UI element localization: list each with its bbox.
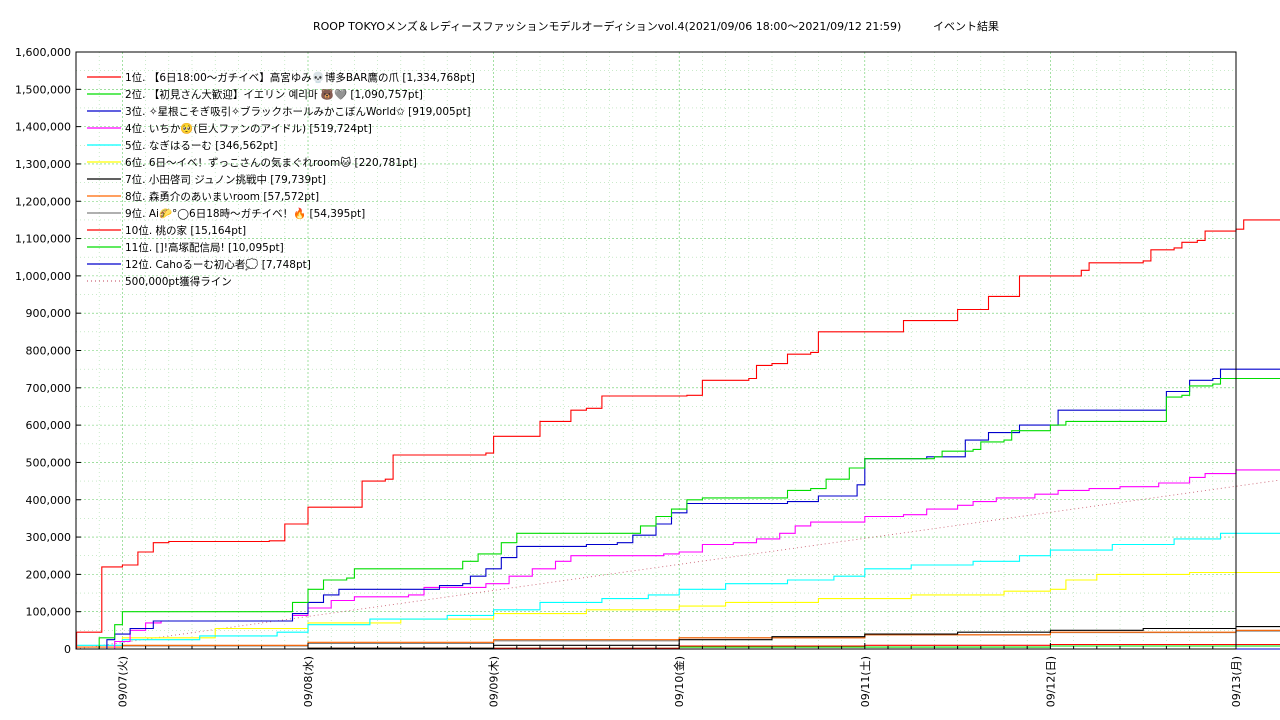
legend-label: 7位. 小田啓司 ジュノン挑戦中 [79,739pt] [125,173,326,186]
x-tick-label: 09/07(火) [116,656,129,707]
x-tick-label: 09/11(土) [859,656,872,707]
legend-label: 3位. ✧星根こそぎ吸引✧ブラックホールみかこぼんWorld✩ [919,005… [125,105,471,118]
x-tick-label: 09/09(木) [488,656,501,707]
legend-label: 2位. 【初見さん大歓迎】イエリン 예리마 🐻🩶 [1,090,757pt] [125,88,423,101]
y-tick-label: 300,000 [26,531,72,544]
y-tick-label: 600,000 [26,419,72,432]
legend-label: 10位. 桃の家 [15,164pt] [125,224,246,237]
x-tick-label: 09/10(金) [672,656,686,707]
y-tick-label: 1,000,000 [15,270,71,283]
y-tick-label: 200,000 [26,568,72,581]
legend-label: 4位. いちか🥺(巨人ファンのアイドル) [519,724pt] [125,122,372,135]
legend-label: 1位. 【6日18:00〜ガチイベ】高宮ゆみ💀博多BAR鷹の爪 [1,334,7… [125,71,475,84]
y-tick-label: 900,000 [26,307,72,320]
y-tick-label: 1,500,000 [15,83,71,96]
legend-label: 12位. Cahoるーむ初心者💭 [7,748pt] [125,258,311,271]
y-tick-label: 1,600,000 [15,46,71,59]
legend-label: 8位. 森勇介のあいまいroom [57,572pt] [125,190,319,203]
y-tick-label: 1,300,000 [15,158,71,171]
axes: 0 100,000 200,000 300,000 400,000 500,000 600,… [15,46,1243,707]
legend-label: 500,000pt獲得ライン [125,275,232,288]
legend-label: 11位. []!高塚配信局! [10,095pt] [125,241,284,254]
series-line [76,219,1280,650]
x-tick-label: 09/08(水) [302,656,315,707]
legend-label: 5位. なぎはるーむ [346,562pt] [125,139,278,152]
y-tick-label: 700,000 [26,382,72,395]
y-tick-label: 500,000 [26,456,72,469]
y-tick-label: 1,200,000 [15,195,71,208]
legend-label: 6位. 6日〜イベ！ずっこさんの気まぐれroom🐱 [220,781pt] [125,156,417,169]
y-tick-label: 1,400,000 [15,121,71,134]
y-tick-label: 100,000 [26,606,72,619]
legend-label: 9位. Ai🌮°◯6日18時〜ガチイベ！🔥 [54,395pt] [125,207,365,220]
series-line [76,469,1280,650]
series-line [76,532,1280,646]
chart-title: ROOP TOKYOメンズ＆レディースファッションモデルオーディションvol.4… [313,19,901,33]
x-tick-label: 09/12(日) [1044,656,1057,707]
legend: 1位. 【6日18:00〜ガチイベ】高宮ゆみ💀博多BAR鷹の爪 [1,334,7… [87,71,475,288]
x-tick-label: 09/13(月) [1230,656,1243,707]
series-line [76,377,1280,650]
y-tick-label: 0 [64,643,71,656]
y-tick-label: 400,000 [26,494,72,507]
y-tick-label: 1,100,000 [15,233,71,246]
y-tick-label: 800,000 [26,345,72,358]
chart-subtitle: イベント結果 [933,19,999,33]
